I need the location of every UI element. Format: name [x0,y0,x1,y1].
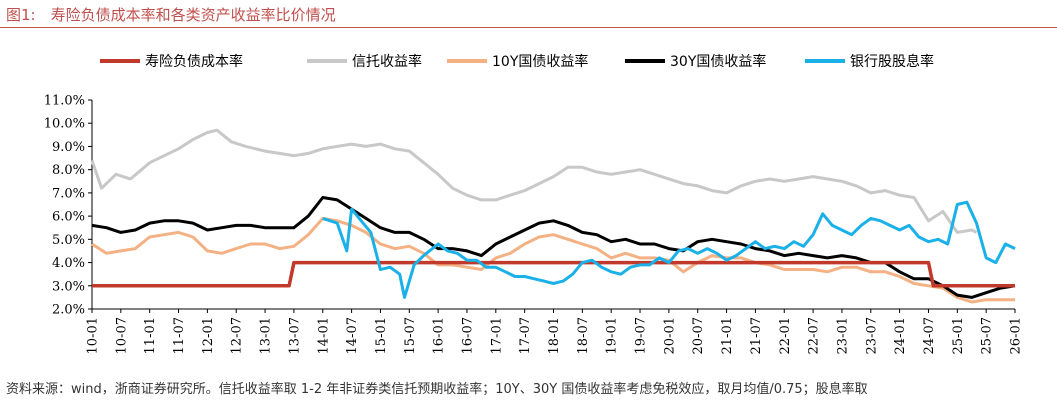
chart-legend: 寿险负债成本率 信托收益率 10Y国债收益率 30Y国债收益率 银行股股息率 [100,53,934,70]
y-tick-label: 4.0% [52,256,85,271]
legend-label: 信托收益率 [352,53,422,70]
chart-series [90,128,1016,304]
y-tick-label: 11.0% [44,94,85,109]
series-line-4 [322,200,1016,299]
x-tick-label: 24-07 [922,317,937,354]
legend-label: 寿险负债成本率 [145,53,243,70]
x-tick-label: 14-01 [316,317,331,354]
x-tick-label: 11-07 [172,317,187,354]
x-tick-label: 22-07 [807,317,822,354]
y-tick-label: 7.0% [52,186,85,201]
x-tick-label: 17-07 [518,317,533,354]
x-tick-label: 10-07 [114,317,129,354]
x-tick-label: 12-07 [230,317,245,354]
x-tick-label: 19-07 [634,317,649,354]
y-tick-label: 6.0% [52,210,85,225]
x-tick-label: 25-07 [980,317,995,354]
x-tick-label: 13-07 [287,317,302,354]
chart-axes: 2.0% 3.0% 4.0% 5.0% 6.0% 7.0% 8.0% 9.0% 10.0% 11.… [44,94,1024,355]
x-tick-label: 21-01 [720,317,735,354]
x-tick-label: 10-01 [86,317,101,354]
legend-label: 银行股股息率 [850,53,934,70]
x-tick-label: 14-07 [345,317,360,354]
x-tick-label: 15-01 [374,317,389,354]
x-tick-label: 20-01 [662,317,677,354]
x-tick-label: 15-07 [403,317,418,354]
x-tick-label: 17-01 [489,317,504,354]
title-divider [0,27,1057,28]
series-line-0 [92,260,1015,288]
x-tick-label: 21-07 [749,317,764,354]
y-tick-label: 8.0% [52,163,85,178]
x-tick-label: 25-01 [951,317,966,354]
x-tick-label: 16-07 [460,317,475,354]
x-tick-label: 26-01 [1009,317,1024,354]
x-tick-label: 24-01 [893,317,908,354]
series-line-3 [91,196,1016,299]
x-tick-label: 22-01 [778,317,793,354]
legend-label: 10Y国债收益率 [492,53,588,70]
y-tick-label: 3.0% [52,279,85,294]
x-tick-label: 23-01 [835,317,850,354]
x-tick-label: 12-01 [201,317,216,354]
legend-label: 30Y国债收益率 [670,53,766,70]
x-tick-label: 13-01 [259,317,274,354]
x-tick-label: 20-07 [691,317,706,354]
x-tick-label: 23-07 [864,317,879,354]
line-chart: 寿险负债成本率 信托收益率 10Y国债收益率 30Y国债收益率 银行股股息率 2.0% 3… [44,53,1024,355]
x-tick-label: 11-01 [143,317,158,354]
x-tick-label: 16-01 [432,317,447,354]
x-tick-label: 18-01 [547,317,562,354]
series-line-1 [90,128,978,234]
y-tick-label: 2.0% [52,303,85,318]
figure-title: 图1: 寿险负债成本率和各类资产收益率比价情况 [6,6,336,24]
x-tick-label: 18-07 [576,317,591,354]
y-tick-label: 5.0% [52,233,85,248]
source-note: 资料来源：wind，浙商证券研究所。信托收益率取 1-2 年非证券类信托预期收益… [6,382,868,397]
y-tick-label: 10.0% [44,117,85,132]
y-tick-label: 9.0% [52,140,85,155]
x-tick-label: 19-01 [605,317,620,354]
series-line-2 [91,216,1015,304]
